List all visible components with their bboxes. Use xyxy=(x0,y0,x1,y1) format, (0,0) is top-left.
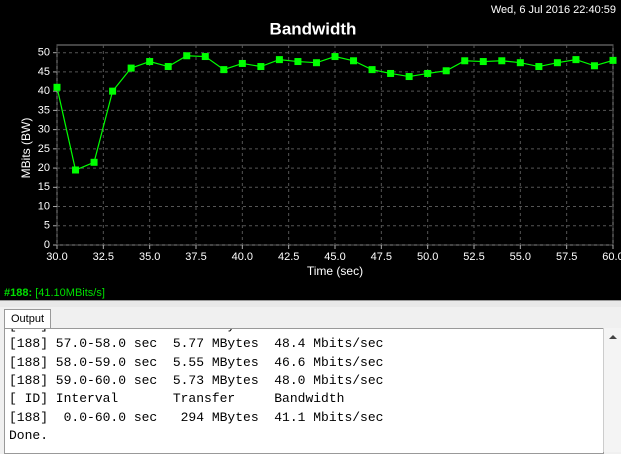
y-tick-label: 5 xyxy=(44,220,50,232)
status-rate: [41.10MBits/s] xyxy=(35,287,105,299)
x-tick-label: 47.5 xyxy=(371,251,392,263)
y-tick-label: 40 xyxy=(38,85,50,97)
point xyxy=(238,59,246,67)
x-tick-label: 50.0 xyxy=(417,251,438,263)
scroll-up[interactable] xyxy=(604,328,621,346)
output-line: [188] 56.0-57.0 sec 5.67 MBytes 47.6 Mbi… xyxy=(9,329,383,335)
x-tick-label: 60.0 xyxy=(602,251,621,263)
point xyxy=(535,63,543,71)
point xyxy=(164,63,172,71)
point xyxy=(275,56,283,64)
point xyxy=(479,58,487,66)
output-line: [ ID] Interval Transfer Bandwidth xyxy=(9,391,345,407)
point xyxy=(572,56,580,64)
y-tick-label: 25 xyxy=(38,143,50,155)
point xyxy=(183,52,191,60)
x-tick-label: 37.5 xyxy=(185,251,206,263)
output-line: [188] 58.0-59.0 sec 5.55 MBytes 46.6 Mbi… xyxy=(9,354,384,370)
point xyxy=(368,66,376,74)
scrollbar[interactable] xyxy=(603,328,621,452)
point xyxy=(201,53,209,61)
point xyxy=(442,67,450,75)
point xyxy=(424,69,432,77)
point xyxy=(90,158,98,166)
point xyxy=(461,57,469,65)
x-tick-label: 57.5 xyxy=(556,251,577,263)
y-axis-label: MBits (BW) xyxy=(19,118,33,179)
x-tick-label: 30.0 xyxy=(46,251,67,263)
point xyxy=(498,57,506,65)
point xyxy=(553,59,561,67)
point xyxy=(53,83,61,91)
point xyxy=(146,58,154,66)
chart: Wed, 6 Jul 2016 22:40:59 Bandwidth Time … xyxy=(0,0,621,300)
x-tick-label: 55.0 xyxy=(510,251,531,263)
output-line: [188] 59.0-60.0 sec 5.73 MBytes 48.0 Mbi… xyxy=(9,372,384,388)
x-tick-label: 35.0 xyxy=(139,251,160,263)
y-tick-label: 20 xyxy=(38,162,50,174)
output-area: [188] 56.0-57.0 sec 5.67 MBytes 47.6 Mbi… xyxy=(4,328,604,454)
point xyxy=(294,58,302,66)
y-tick-label: 15 xyxy=(38,181,50,193)
point xyxy=(609,56,617,64)
point xyxy=(109,87,117,95)
status-id: #188: xyxy=(4,287,33,299)
output-line: Done. xyxy=(9,427,49,443)
point xyxy=(590,62,598,70)
output-line: [188] 57.0-58.0 sec 5.77 MBytes 48.4 Mbi… xyxy=(9,336,384,352)
chart-title: Bandwidth xyxy=(270,19,357,38)
point xyxy=(350,57,358,65)
y-tick-label: 10 xyxy=(38,200,50,212)
status: #188: [41.10MBits/s] xyxy=(4,287,105,299)
point xyxy=(257,63,265,71)
point xyxy=(72,166,80,174)
x-tick-label: 42.5 xyxy=(278,251,299,263)
y-tick-label: 30 xyxy=(38,124,50,136)
splitter[interactable] xyxy=(0,300,621,307)
y-tick-label: 50 xyxy=(38,47,50,59)
point xyxy=(312,59,320,67)
point xyxy=(516,59,524,67)
point xyxy=(405,73,413,81)
point xyxy=(331,53,339,61)
point xyxy=(127,64,135,72)
x-tick-label: 32.5 xyxy=(93,251,114,263)
x-tick-label: 40.0 xyxy=(232,251,253,263)
timestamp: Wed, 6 Jul 2016 22:40:59 xyxy=(491,4,616,16)
y-tick-label: 45 xyxy=(38,66,50,78)
x-tick-label: 52.5 xyxy=(463,251,484,263)
x-tick-label: 45.0 xyxy=(324,251,345,263)
output-tab[interactable]: Output xyxy=(4,309,52,328)
x-axis-label: Time (sec) xyxy=(307,264,363,278)
y-tick-label: 35 xyxy=(38,104,50,116)
output-line: [188] 0.0-60.0 sec 294 MBytes 41.1 Mbits… xyxy=(9,409,384,425)
point xyxy=(220,66,228,74)
point xyxy=(387,69,395,77)
y-tick-label: 0 xyxy=(44,239,50,251)
